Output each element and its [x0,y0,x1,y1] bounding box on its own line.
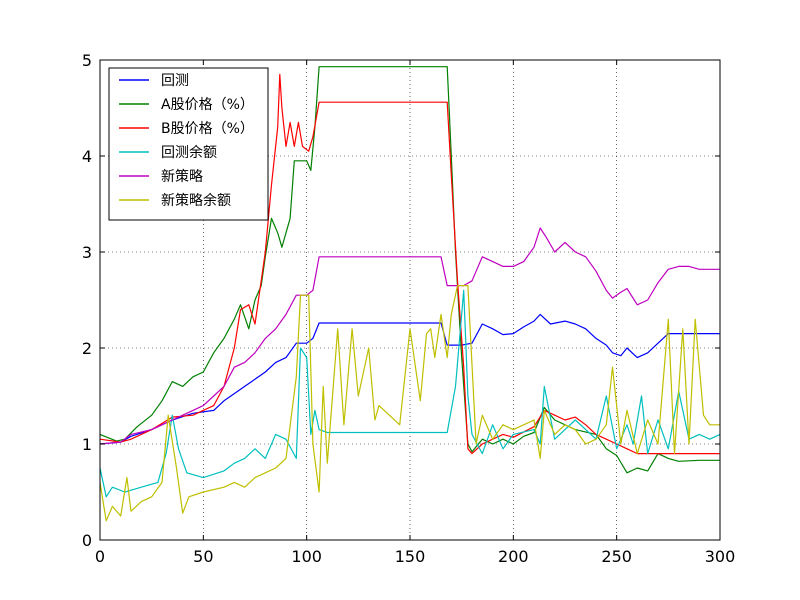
y-tick-label: 1 [82,435,92,454]
x-tick-label: 300 [705,547,736,566]
x-tick-label: 0 [95,547,105,566]
legend-label: 新策略 [161,168,203,185]
x-tick-label: 50 [193,547,213,566]
series-line-2 [99,66,720,474]
x-tick-label: 250 [601,547,632,566]
x-tick-label: 150 [395,547,426,566]
y-tick-label: 4 [82,147,92,166]
x-tick-label: 100 [291,547,322,566]
series-line-3 [99,73,720,455]
legend-label: B股价格（%） [161,121,254,137]
legend-label: 回测余额 [161,144,217,161]
y-tick-label: 0 [82,531,92,550]
y-tick-label: 3 [82,243,92,262]
legend-label: 新策略余额 [161,192,231,209]
series-line-6 [99,285,720,522]
x-tick-label: 200 [498,547,529,566]
y-tick-label: 2 [82,339,92,358]
legend-box [108,67,269,221]
series-line-4 [99,289,721,498]
series-line-1 [99,313,720,445]
series-lines [99,66,721,522]
legend-label: 回测 [161,73,189,89]
axis-ticks: 0 50 100 150 200 250 300 0 1 2 3 4 5 [82,51,735,566]
legend-label: A股价格（%） [161,97,254,113]
y-tick-label: 5 [82,51,92,70]
